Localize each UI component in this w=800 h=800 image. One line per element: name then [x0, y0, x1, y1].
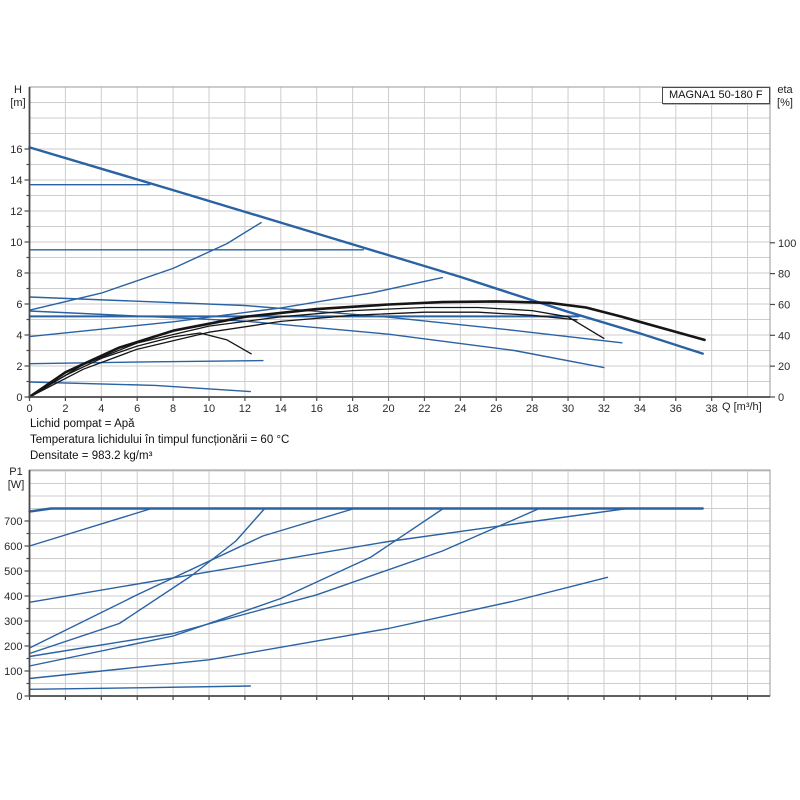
eta-tick-label: 40: [778, 330, 790, 342]
pump-model-badge: MAGNA1 50-180 F: [662, 87, 770, 104]
x-tick-label: 0: [26, 403, 32, 415]
eta-tick-label: 80: [778, 269, 790, 281]
curve-qh-max-speed: [28, 146, 704, 355]
h-axis-unit: [m]: [10, 97, 26, 109]
eta-axis-label: eta [%]: [770, 84, 800, 110]
condition-density: Densitate = 983.2 kg/m³: [30, 450, 153, 462]
curve-p1-prop-pressure-low: [28, 507, 444, 667]
y-tick-label: 12: [10, 206, 22, 218]
x-tick-label: 4: [98, 403, 104, 415]
curve-speed-curve-2: [28, 296, 623, 344]
x-tick-label: 14: [275, 403, 287, 415]
x-tick-label: 28: [526, 403, 538, 415]
eta-axis-unit: [%]: [777, 97, 793, 109]
p1-axis-symbol: P1: [9, 466, 23, 478]
y-tick-label: 16: [10, 144, 22, 156]
y-tick-label: 600: [4, 541, 22, 553]
x-tick-label: 38: [706, 403, 718, 415]
x-tick-label: 34: [634, 403, 646, 415]
x-tick-label: 12: [239, 403, 251, 415]
curve-p1-const-pressure-5.2: [28, 507, 540, 658]
curve-p1-speed-curve-2: [28, 507, 628, 603]
curve-p1-speed-curve-3: [28, 576, 609, 680]
curve-eta-min-speed: [28, 332, 252, 398]
x-tick-label: 10: [203, 403, 215, 415]
y-tick-label: 6: [16, 299, 22, 311]
x-tick-label: 2: [62, 403, 68, 415]
curve-speed-curve-3: [28, 310, 605, 369]
x-tick-label: 20: [382, 403, 394, 415]
x-tick-label: 32: [598, 403, 610, 415]
x-tick-label: 26: [490, 403, 502, 415]
x-tick-label: 36: [670, 403, 682, 415]
curve-p1-prop-pressure-high: [28, 507, 266, 655]
h-axis-label: H [m]: [3, 84, 33, 110]
curve-prop-pressure-high: [28, 221, 262, 311]
p1-axis-unit: [W]: [7, 479, 25, 491]
y-tick-label: 500: [4, 566, 22, 578]
eta-tick-label: 20: [778, 361, 790, 373]
x-tick-label: 30: [562, 403, 574, 415]
y-tick-label: 14: [10, 175, 22, 187]
curve-p1-const-pressure-13.7: [28, 507, 153, 547]
y-tick-label: 8: [16, 268, 22, 280]
q-axis-label: Q [m³/h]: [722, 401, 762, 413]
pump-model-text: MAGNA1 50-180 F: [669, 89, 763, 101]
eta-axis-symbol: eta: [777, 84, 793, 96]
x-tick-label: 16: [311, 403, 323, 415]
x-tick-label: 18: [347, 403, 359, 415]
eta-tick-label: 100: [778, 238, 796, 250]
curve-p1-max-speed: [28, 507, 704, 513]
curve-eta-curve-2: [28, 306, 605, 398]
eta-tick-label: 0: [778, 392, 784, 404]
y-tick-label: 2: [16, 361, 22, 373]
y-tick-label: 0: [16, 691, 22, 703]
y-tick-label: 100: [4, 666, 22, 678]
y-tick-label: 0: [16, 392, 22, 404]
y-tick-label: 200: [4, 641, 22, 653]
y-tick-label: 4: [16, 330, 22, 342]
h-axis-symbol: H: [14, 84, 22, 96]
x-tick-label: 22: [418, 403, 430, 415]
curve-qh-min-speed: [28, 381, 251, 393]
y-tick-label: 10: [10, 237, 22, 249]
curve-eta-max-speed: [28, 300, 706, 399]
curve-eta-curve-3: [28, 311, 578, 398]
x-tick-label: 8: [170, 403, 176, 415]
eta-tick-label: 60: [778, 299, 790, 311]
y-tick-label: 400: [4, 591, 22, 603]
x-tick-label: 24: [454, 403, 466, 415]
curve-min-prop-curve: [28, 359, 264, 365]
condition-liquid: Lichid pompat = Apă: [30, 418, 135, 430]
condition-temperature: Temperatura lichidului în timpul funcțio…: [30, 434, 290, 446]
x-tick-label: 6: [134, 403, 140, 415]
y-tick-label: 300: [4, 616, 22, 628]
curve-p1-min-speed: [28, 685, 251, 690]
y-tick-label: 700: [4, 516, 22, 528]
curve-p1-const-pressure-9.5: [28, 507, 356, 649]
p1-axis-label: P1 [W]: [1, 466, 31, 492]
